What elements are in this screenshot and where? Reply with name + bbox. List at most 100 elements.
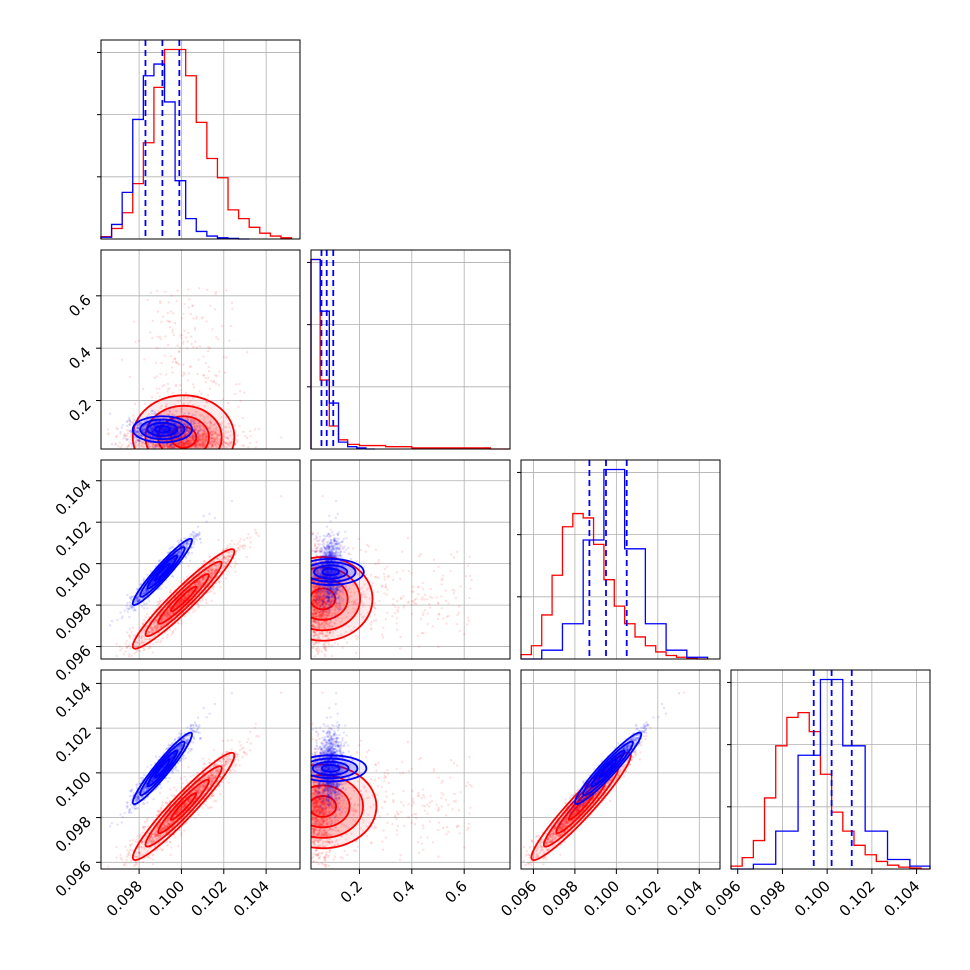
scatter-point [142, 445, 146, 448]
scatter-point [208, 347, 211, 350]
scatter-point [179, 436, 183, 439]
scatter-point [165, 428, 168, 432]
scatter-point [195, 445, 199, 449]
scatter-point [126, 438, 130, 441]
scatter-point [179, 429, 183, 432]
scatter-point [175, 418, 179, 421]
scatter-point [166, 319, 169, 323]
scatter-point [132, 435, 136, 439]
scatter-point [201, 434, 204, 438]
scatter-point [127, 655, 131, 658]
scatter-point [212, 440, 216, 443]
scatter-point [202, 355, 205, 358]
scatter-point [221, 439, 225, 442]
scatter-point [186, 442, 189, 445]
scatter-point [223, 446, 227, 449]
scatter-point [168, 591, 172, 594]
scatter-point [108, 412, 112, 415]
scatter-point [179, 431, 183, 434]
scatter-point [177, 437, 180, 440]
scatter-point [130, 438, 133, 442]
scatter-point [217, 439, 220, 442]
scatter-point [168, 435, 171, 439]
scatter-point [121, 423, 124, 427]
scatter-point [164, 373, 168, 376]
scatter-point [166, 343, 170, 347]
scatter-point [125, 639, 129, 643]
scatter-point [209, 304, 212, 308]
scatter-point [150, 429, 153, 433]
scatter-point [137, 439, 141, 442]
scatter-point [162, 427, 165, 430]
scatter-point [168, 444, 171, 448]
scatter-point [128, 375, 132, 379]
scatter-point [236, 549, 239, 553]
scatter-point [194, 445, 197, 449]
scatter-point [197, 446, 200, 449]
scatter-point [185, 429, 188, 433]
panel-1-1 [307, 249, 511, 450]
scatter-point [203, 431, 207, 434]
scatter-point [194, 410, 198, 414]
scatter-point [137, 430, 140, 434]
scatter-point [160, 404, 163, 408]
scatter-point [175, 437, 179, 440]
scatter-point [189, 436, 192, 440]
scatter-point [160, 428, 163, 431]
scatter-point [118, 645, 122, 648]
scatter-point [135, 440, 138, 443]
scatter-point [184, 423, 188, 426]
scatter-point [201, 441, 204, 444]
scatter-point [170, 425, 174, 428]
scatter-point [178, 431, 181, 434]
scatter-point [177, 426, 180, 429]
scatter-point [179, 443, 183, 447]
scatter-point [225, 356, 228, 359]
scatter-point [254, 446, 258, 449]
scatter-point [134, 419, 137, 423]
scatter-point [153, 446, 157, 449]
scatter-point [164, 444, 168, 447]
scatter-point [245, 436, 249, 439]
scatter-point [210, 430, 214, 434]
scatter-point [215, 435, 219, 439]
scatter-point [198, 443, 202, 447]
scatter-point [119, 446, 123, 449]
scatter-point [205, 400, 209, 404]
scatter-point [180, 622, 183, 625]
scatter-point [220, 421, 224, 424]
scatter-point [197, 439, 200, 443]
scatter-point [212, 440, 216, 444]
scatter-point [204, 381, 208, 384]
scatter-point [210, 434, 213, 437]
scatter-point [210, 442, 213, 445]
scatter-point [173, 429, 176, 432]
scatter-point [211, 444, 214, 448]
scatter-point [175, 432, 179, 436]
scatter-point [200, 440, 204, 443]
scatter-point [167, 446, 170, 449]
scatter-point [181, 442, 185, 446]
scatter-point [153, 376, 157, 379]
scatter-point [193, 445, 196, 448]
scatter-point [122, 437, 125, 440]
panel-0-0 [97, 39, 301, 240]
scatter-point [168, 432, 171, 435]
scatter-point [156, 641, 159, 644]
scatter-point [127, 418, 131, 422]
scatter-point [206, 376, 210, 380]
scatter-point [193, 443, 197, 447]
scatter-point [203, 416, 206, 419]
scatter-point [127, 444, 131, 448]
scatter-point [164, 405, 168, 408]
scatter-point [196, 439, 199, 443]
scatter-point [253, 528, 257, 531]
scatter-point [145, 423, 148, 427]
scatter-area [106, 287, 283, 449]
scatter-point [187, 430, 190, 433]
scatter-point [194, 340, 197, 343]
scatter-point [139, 441, 142, 445]
scatter-point [128, 418, 132, 422]
scatter-point [128, 647, 132, 650]
scatter-point [214, 427, 217, 430]
